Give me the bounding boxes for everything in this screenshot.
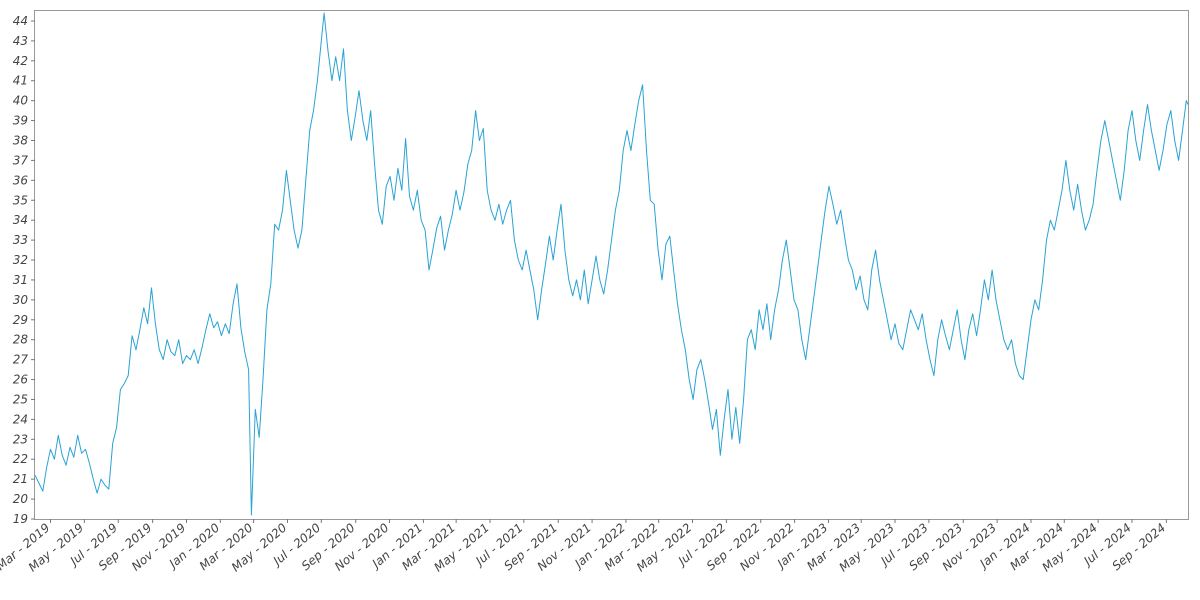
y-tick-label: 37 <box>13 153 29 167</box>
y-tick-label: 35 <box>13 193 28 207</box>
y-tick-label: 26 <box>13 373 29 387</box>
y-tick-label: 41 <box>13 74 28 88</box>
y-tick-label: 39 <box>13 114 28 128</box>
y-tick-label: 44 <box>13 14 28 28</box>
y-tick-label: 42 <box>13 54 28 68</box>
y-tick-label: 24 <box>13 412 28 426</box>
y-tick-label: 33 <box>13 233 28 247</box>
y-tick-label: 27 <box>13 353 29 367</box>
y-tick-label: 22 <box>13 452 28 466</box>
y-tick-label: 36 <box>13 173 29 187</box>
y-axis: 19 20 21 22 23 24 25 26 27 28 29 30 31 32 33 34 35 36 37 38… <box>13 14 35 526</box>
y-tick-label: 28 <box>13 333 29 347</box>
y-tick-label: 40 <box>13 94 29 108</box>
y-tick-label: 21 <box>13 472 28 486</box>
y-tick-label: 29 <box>13 313 28 327</box>
y-tick-label: 25 <box>13 392 28 406</box>
y-tick-label: 32 <box>13 253 28 267</box>
y-tick-label: 31 <box>13 273 28 287</box>
y-tick-label: 38 <box>13 133 29 147</box>
series-layer <box>34 12 1189 516</box>
y-tick-label: 43 <box>13 34 28 48</box>
y-tick-label: 20 <box>13 492 29 506</box>
series-line <box>34 12 1189 516</box>
plot-area <box>34 10 1189 520</box>
y-tick-label: 34 <box>13 213 28 227</box>
y-tick-label: 30 <box>13 293 29 307</box>
y-tick-label: 23 <box>13 432 28 446</box>
y-tick-label: 19 <box>13 512 28 526</box>
